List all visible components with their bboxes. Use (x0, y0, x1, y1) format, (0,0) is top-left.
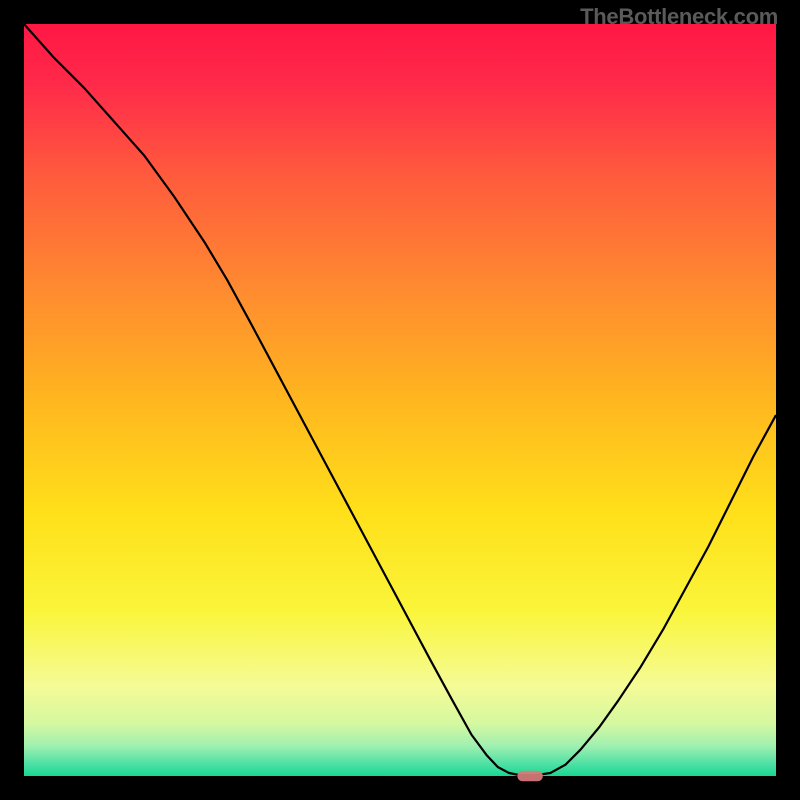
optimal-point-marker (517, 771, 543, 782)
watermark-text: TheBottleneck.com (580, 4, 778, 30)
gradient-background (24, 24, 776, 776)
chart-container: TheBottleneck.com (0, 0, 800, 800)
bottleneck-chart (0, 0, 800, 800)
